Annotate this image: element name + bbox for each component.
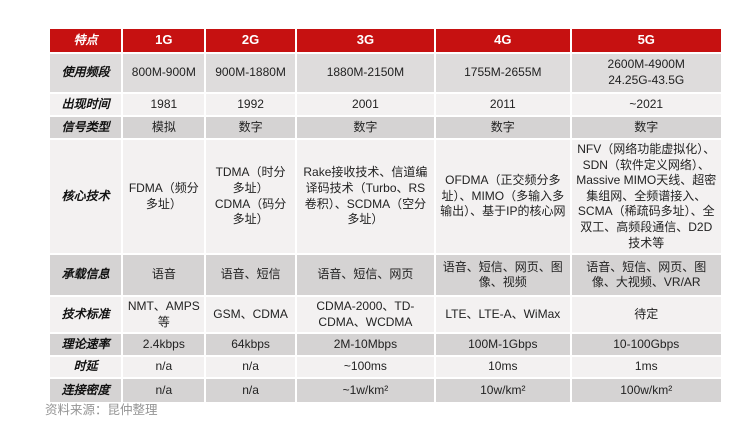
table-row-launch-year: 出现时间 1981 1992 2001 2011 ~2021: [50, 94, 721, 115]
cell-theoretical-rate-1g: 2.4kbps: [123, 334, 205, 356]
cell-carried-info-2g: 语音、短信: [206, 255, 295, 296]
table-row-tech-standard: 技术标准 NMT、AMPS等 GSM、CDMA CDMA-2000、TD-CDM…: [50, 297, 721, 333]
cell-launch-year-4g: 2011: [436, 94, 570, 115]
header-cell-1g: 1G: [123, 29, 205, 52]
cell-launch-year-2g: 1992: [206, 94, 295, 115]
cell-connection-density-5g: 100w/km²: [571, 378, 721, 402]
cell-carried-info-4g: 语音、短信、网页、图像、视频: [436, 255, 570, 296]
source-attribution: 资料来源：昆仲整理: [45, 403, 158, 417]
cell-tech-standard-4g: LTE、LTE-A、WiMax: [436, 297, 570, 333]
table-row-connection-density: 连接密度 n/a n/a ~1w/km² 10w/km² 100w/km²: [50, 378, 721, 402]
cell-freq-band-1g: 800M-900M: [123, 54, 205, 92]
cell-freq-band-3g: 1880M-2150M: [296, 54, 435, 92]
cell-launch-year-1g: 1981: [123, 94, 205, 115]
row-label-freq-band: 使用频段: [50, 54, 122, 92]
cell-theoretical-rate-4g: 100M-1Gbps: [436, 334, 570, 356]
table-row-theoretical-rate: 理论速率 2.4kbps 64kbps 2M-10Mbps 100M-1Gbps…: [50, 334, 721, 356]
cell-carried-info-1g: 语音: [123, 255, 205, 296]
header-cell-2g: 2G: [206, 29, 295, 52]
cell-launch-year-5g: ~2021: [571, 94, 721, 115]
cell-signal-type-5g: 数字: [571, 117, 721, 138]
cell-latency-4g: 10ms: [436, 357, 570, 377]
header-cell-4g: 4G: [436, 29, 570, 52]
cell-theoretical-rate-5g: 10-100Gbps: [571, 334, 721, 356]
row-label-carried-info: 承载信息: [50, 255, 122, 296]
cell-signal-type-1g: 模拟: [123, 117, 205, 138]
cell-core-tech-4g: OFDMA（正交频分多址）、MIMO（多输入多输出）、基于IP的核心网: [436, 140, 570, 254]
cell-connection-density-1g: n/a: [123, 378, 205, 402]
header-cell-feature: 特点: [50, 29, 122, 52]
row-label-core-tech: 核心技术: [50, 140, 122, 254]
cell-tech-standard-5g: 待定: [571, 297, 721, 333]
cell-tech-standard-2g: GSM、CDMA: [206, 297, 295, 333]
cell-core-tech-2g: TDMA（时分多址） CDMA（码分多址）: [206, 140, 295, 254]
header-cell-5g: 5G: [571, 29, 721, 52]
cell-signal-type-4g: 数字: [436, 117, 570, 138]
cell-signal-type-2g: 数字: [206, 117, 295, 138]
table-row-signal-type: 信号类型 模拟 数字 数字 数字 数字: [50, 117, 721, 138]
cell-latency-1g: n/a: [123, 357, 205, 377]
header-cell-3g: 3G: [296, 29, 435, 52]
cell-tech-standard-1g: NMT、AMPS等: [123, 297, 205, 333]
cell-tech-standard-3g: CDMA-2000、TD-CDMA、WCDMA: [296, 297, 435, 333]
cell-signal-type-3g: 数字: [296, 117, 435, 138]
row-label-theoretical-rate: 理论速率: [50, 334, 122, 356]
cell-core-tech-1g: FDMA（频分多址）: [123, 140, 205, 254]
row-label-tech-standard: 技术标准: [50, 297, 122, 333]
row-label-signal-type: 信号类型: [50, 117, 122, 138]
cell-theoretical-rate-3g: 2M-10Mbps: [296, 334, 435, 356]
cell-launch-year-3g: 2001: [296, 94, 435, 115]
cell-connection-density-3g: ~1w/km²: [296, 378, 435, 402]
cell-connection-density-2g: n/a: [206, 378, 295, 402]
cell-connection-density-4g: 10w/km²: [436, 378, 570, 402]
cell-freq-band-5g: 2600M-4900M 24.25G-43.5G: [571, 54, 721, 92]
cell-carried-info-5g: 语音、短信、网页、图像、大视频、VR/AR: [571, 255, 721, 296]
row-label-launch-year: 出现时间: [50, 94, 122, 115]
table-row-freq-band: 使用频段 800M-900M 900M-1880M 1880M-2150M 17…: [50, 54, 721, 92]
row-label-latency: 时延: [50, 357, 122, 377]
header-row: 特点 1G 2G 3G 4G 5G: [50, 29, 721, 52]
cell-latency-5g: 1ms: [571, 357, 721, 377]
table-row-latency: 时延 n/a n/a ~100ms 10ms 1ms: [50, 357, 721, 377]
cell-core-tech-3g: Rake接收技术、信道编译码技术（Turbo、RS卷积）、SCDMA（空分多址）: [296, 140, 435, 254]
cell-latency-3g: ~100ms: [296, 357, 435, 377]
cell-freq-band-2g: 900M-1880M: [206, 54, 295, 92]
table-row-carried-info: 承载信息 语音 语音、短信 语音、短信、网页 语音、短信、网页、图像、视频 语音…: [50, 255, 721, 296]
cell-freq-band-4g: 1755M-2655M: [436, 54, 570, 92]
table-row-core-tech: 核心技术 FDMA（频分多址） TDMA（时分多址） CDMA（码分多址） Ra…: [50, 140, 721, 254]
cell-carried-info-3g: 语音、短信、网页: [296, 255, 435, 296]
mobile-generations-table: 特点 1G 2G 3G 4G 5G 使用频段 800M-900M 900M-18…: [48, 27, 723, 404]
cell-latency-2g: n/a: [206, 357, 295, 377]
row-label-connection-density: 连接密度: [50, 378, 122, 402]
cell-theoretical-rate-2g: 64kbps: [206, 334, 295, 356]
cell-core-tech-5g: NFV（网络功能虚拟化）、SDN（软件定义网络）、Massive MIMO天线、…: [571, 140, 721, 254]
